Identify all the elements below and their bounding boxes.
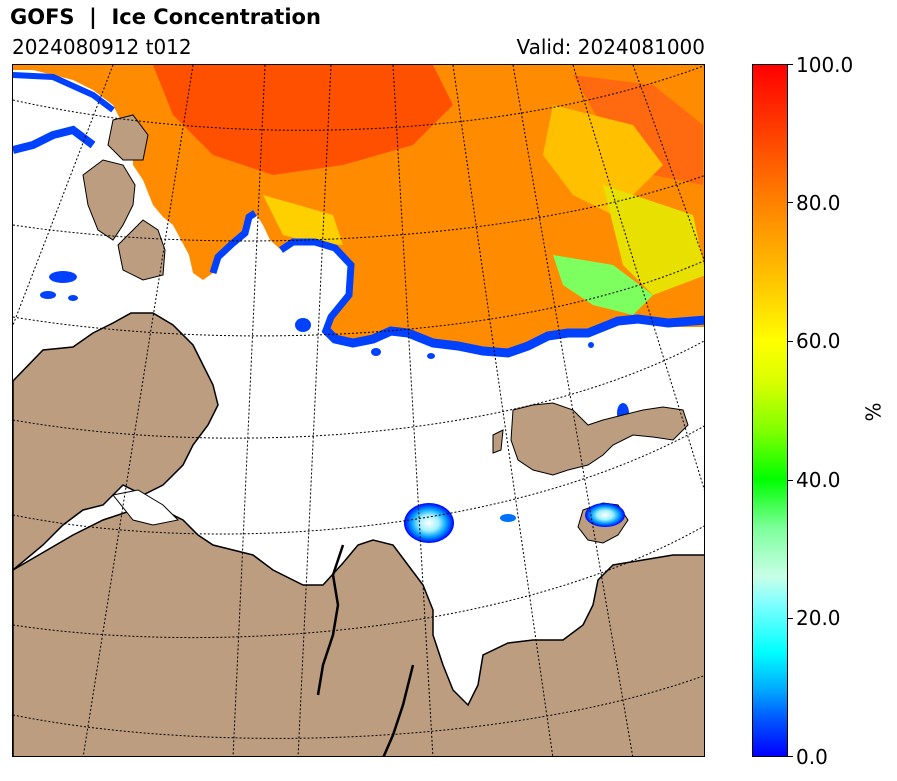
colorbar-tick-label: 40.0 [796, 468, 841, 492]
ice-yellow-zone [543, 105, 663, 215]
ice-yellow-zone [603, 185, 704, 295]
ice-yellow-zone [263, 195, 343, 245]
ice-red-zone [573, 75, 703, 185]
ice-patch [295, 318, 311, 332]
valid-label: Valid: 2024081000 [516, 35, 705, 59]
colorbar-unit-label: % [861, 402, 886, 422]
ice-blob [500, 514, 516, 522]
ice-patch [68, 295, 78, 301]
ice-blob [404, 503, 454, 543]
ice-patch [371, 348, 381, 356]
land-mass [510, 402, 689, 476]
land-mass [117, 219, 166, 281]
colorbar [752, 64, 788, 757]
colorbar-tick [788, 618, 793, 619]
ice-green-zone [553, 255, 653, 315]
colorbar-tick-label: 80.0 [796, 191, 841, 215]
sea-ice-field [13, 65, 704, 357]
colorbar-tick-label: 100.0 [796, 53, 854, 77]
land-mass [112, 489, 180, 526]
ice-patch [40, 291, 56, 299]
land-mass [13, 509, 704, 756]
ice-edge [13, 72, 115, 113]
ice-patch [588, 342, 594, 348]
colorbar-tick [788, 480, 793, 481]
colorbar-tick-label: 60.0 [796, 329, 841, 353]
river [316, 544, 345, 696]
ice-patch [49, 271, 77, 283]
ice-edge [279, 238, 355, 335]
land-mass [107, 114, 149, 161]
land-mass [82, 159, 136, 241]
colorbar-tick [788, 64, 793, 65]
ice-edge [13, 125, 96, 154]
ice-concentration-map [12, 64, 705, 757]
ice-red-zone [153, 65, 453, 175]
ice-edge [321, 314, 704, 358]
colorbar-tick [788, 202, 793, 203]
colorbar-tick [788, 341, 793, 342]
map-svg [13, 65, 704, 756]
colorbar-tick-label: 0.0 [796, 745, 828, 769]
river [382, 664, 415, 756]
plot-title: GOFS | Ice Concentration [10, 5, 321, 29]
ice-blob [585, 503, 625, 527]
land-mass [492, 429, 504, 454]
colorbar-tick-label: 20.0 [796, 606, 841, 630]
ice-edge [209, 210, 257, 275]
ice-patch [427, 353, 435, 359]
colorbar-tick [788, 756, 793, 757]
run-label: 2024080912 t012 [12, 35, 192, 59]
land-mass [13, 312, 219, 571]
graticule [13, 65, 704, 756]
